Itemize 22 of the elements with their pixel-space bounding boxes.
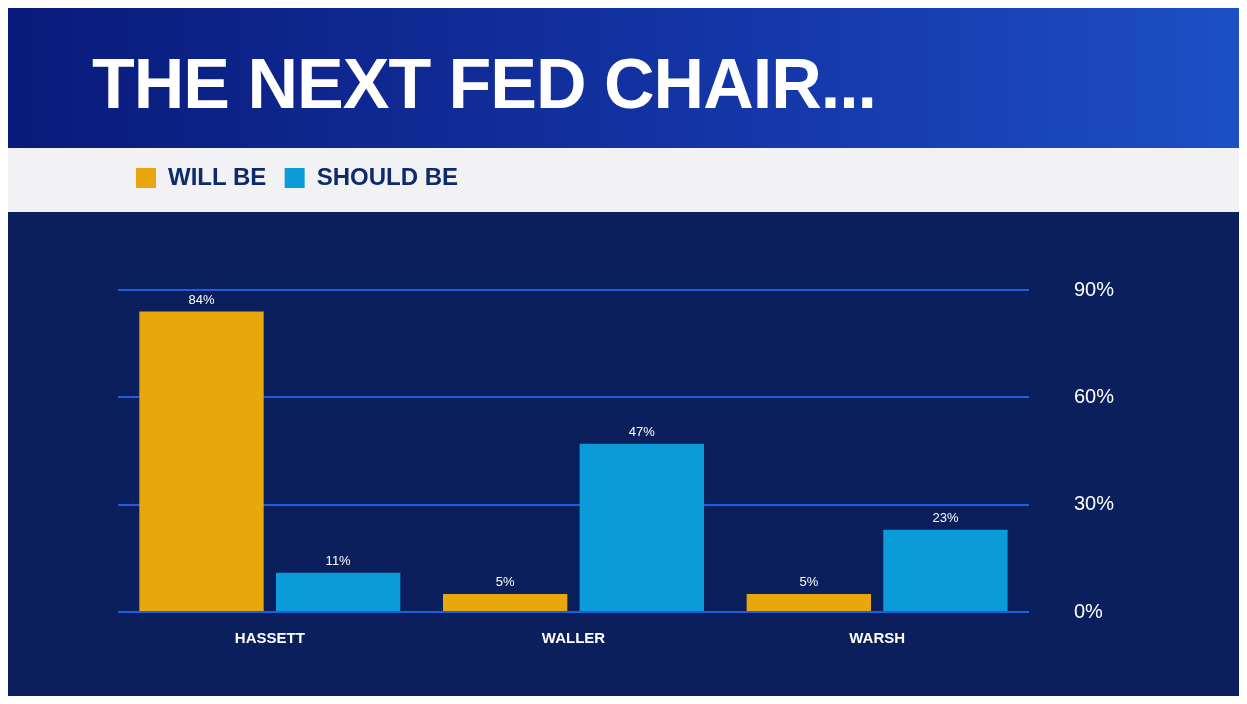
x-tick-label: WALLER — [541, 629, 606, 647]
y-tick-label: 30% — [1073, 492, 1115, 515]
bar — [139, 311, 264, 611]
bar — [579, 443, 704, 611]
data-label: 11% — [325, 552, 352, 568]
y-tick-label: 90% — [1073, 277, 1115, 300]
y-tick-label: 60% — [1073, 384, 1115, 407]
legend-label: WILL BE — [168, 162, 267, 190]
x-tick-label: HASSETT — [234, 629, 305, 647]
legend-label: SHOULD BE — [316, 162, 458, 190]
bar — [883, 529, 1008, 611]
data-label: 47% — [628, 423, 656, 439]
bar — [442, 594, 568, 611]
x-tick-label: WARSH — [849, 629, 906, 647]
data-label: 5% — [495, 574, 515, 590]
data-label: 84% — [188, 291, 215, 307]
bar — [275, 572, 401, 611]
chart-title: THE NEXT FED CHAIR... — [92, 44, 877, 124]
bar — [746, 594, 871, 611]
data-label: 5% — [799, 574, 819, 590]
y-tick-label: 0% — [1073, 599, 1104, 622]
data-label: 23% — [932, 509, 959, 525]
